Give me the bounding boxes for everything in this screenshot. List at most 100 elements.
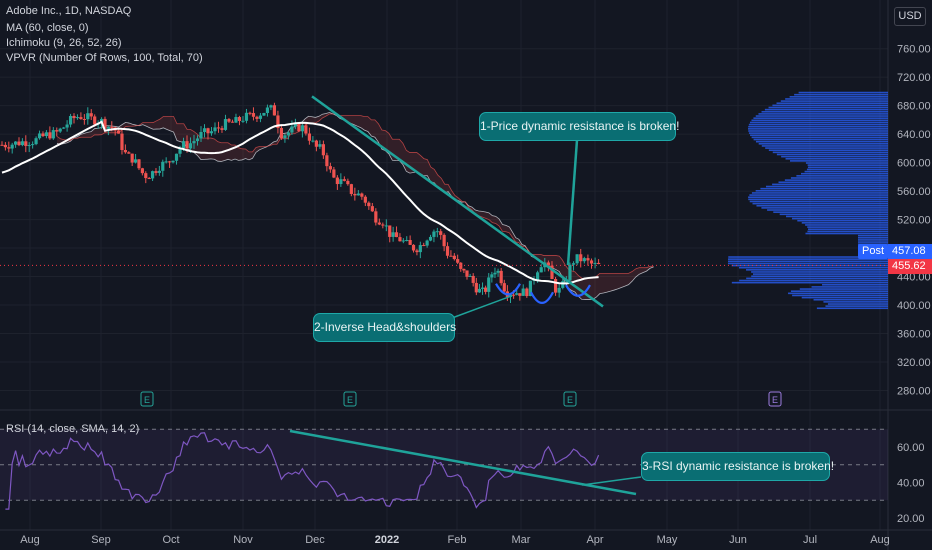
candle-body [300,125,304,132]
volume-profile-bar [798,91,888,94]
cloud-area [57,112,654,300]
volume-profile-bar [751,271,888,273]
volume-profile-bar [807,226,888,228]
candle-body [339,179,343,185]
time-tick-label: Aug [870,534,890,546]
post-market-price-tag: 457.08 [888,244,932,259]
price-axis: 280.00320.00360.00400.00440.00480.00520.… [897,44,931,525]
candle-body [502,283,506,292]
candle-body [24,141,28,146]
candle-body [51,130,55,139]
candle-body [58,128,62,132]
candle-body [370,206,374,212]
candle-body [349,184,353,194]
volume-profile-bar [823,301,888,303]
candle-body [425,240,429,246]
candle-body [241,120,245,122]
volume-profile-bar [807,230,888,233]
volume-profile-bar [761,110,888,113]
candle-body [553,279,558,293]
volume-profile-bar [768,149,888,152]
candle-body [17,141,21,146]
candle-body [477,288,482,293]
volume-profile-bar [755,140,888,143]
candle-body [248,112,252,114]
rsi-tick-label: 20.00 [897,513,925,525]
candle-body [468,275,472,277]
candle-body [13,141,18,145]
volume-profile-bar [805,232,888,235]
candle-body [521,288,525,296]
candle-body [20,141,24,146]
volume-profile-bar [739,279,888,282]
callout-2-pointer [451,295,513,319]
candle-body [116,130,121,134]
volume-profile-bar [765,147,888,149]
candle-body [353,193,357,196]
candle-body [130,153,134,163]
candle-body [3,144,7,148]
volume-profile-bar [728,260,888,263]
post-market-label: Post [858,244,889,259]
volume-profile-bar [806,168,888,171]
volume-profile-bar [801,222,888,224]
volume-profile-bar [790,177,888,179]
volume-profile-bar [748,132,888,134]
candle-body [593,262,597,264]
candle-body [216,127,221,129]
candle-body [133,159,138,163]
candle-body [209,131,214,134]
price-tick-label: 600.00 [897,158,931,170]
candle-body [206,128,210,134]
candle-body [44,132,49,137]
candle-body [411,244,416,251]
candle-body [518,293,522,296]
candle-body [394,232,399,238]
ma-legend[interactable]: MA (60, close, 0) [6,22,89,34]
candle-body [7,147,11,149]
callout-rsi-resistance-broken[interactable]: 3-RSI dynamic resistance is broken! [641,452,834,481]
rsi-legend[interactable]: RSI (14, close, SMA, 14, 2) [6,423,140,435]
volume-profile-bar [781,155,888,158]
candle-body [550,265,554,280]
volume-profile-bar [738,266,888,269]
candle-body [428,236,433,241]
volume-profile-bar [761,207,888,209]
time-tick-label: Oct [162,534,179,546]
vpvr-legend[interactable]: VPVR (Number Of Rows, 100, Total, 70) [6,52,203,64]
volume-profile-bar [751,136,888,139]
candle-body [82,119,86,121]
volume-profile-bar [753,117,888,119]
volume-profile-bar [796,175,888,177]
candle-body [456,259,460,263]
candle-body [171,160,175,163]
currency-button[interactable]: USD [894,7,926,26]
volume-profile-bar [790,160,888,162]
callout-inverse-head-shoulders[interactable]: 2-Inverse Head&shoulders [313,313,456,342]
volume-profile-bar [746,277,888,280]
candle-body [72,115,76,119]
price-tick-label: 360.00 [897,329,931,341]
volume-profile-bar [773,211,888,213]
candle-body [346,180,350,185]
time-tick-label: Nov [233,534,253,546]
candle-body [575,254,579,264]
candle-body [512,294,516,296]
volume-profile-bar [728,258,888,260]
candle-body [213,127,217,132]
ichimoku-legend[interactable]: Ichimoku (9, 26, 52, 26) [6,37,122,49]
volume-profile-bar [858,236,888,239]
candle-body [318,144,322,147]
candle-body [579,254,583,262]
volume-profile-bar [784,179,888,181]
candle-body [405,239,409,241]
candle-body [283,135,287,139]
callout-resistance-broken[interactable]: 1-Price dynamic resistance is broken! [479,112,679,141]
symbol-legend[interactable]: Adobe Inc., 1D, NASDAQ [6,5,132,17]
volume-profile-bar [764,108,888,111]
price-resistance-trendline [311,95,604,308]
candle-body [110,126,114,128]
price-tick-label: 440.00 [897,272,931,284]
volume-profile-bar [805,224,888,226]
candle-body [499,270,503,284]
